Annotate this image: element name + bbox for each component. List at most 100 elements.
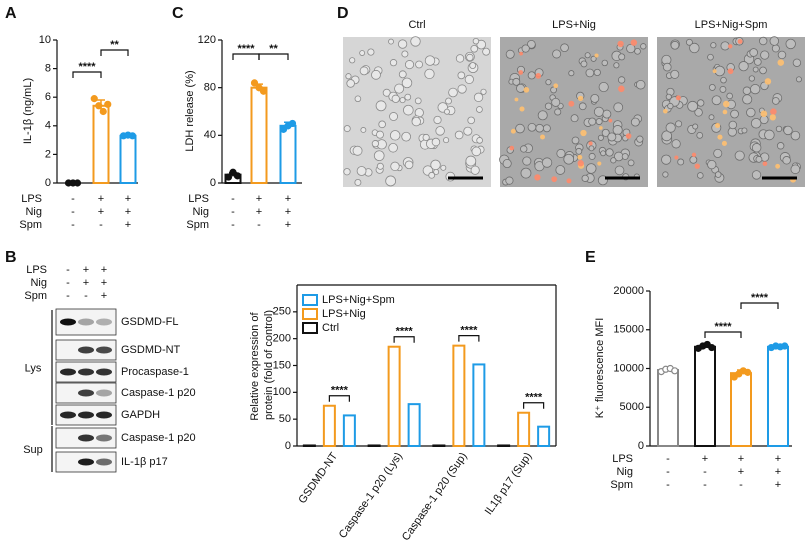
cell xyxy=(554,108,562,116)
cell xyxy=(556,148,566,159)
pi-cell xyxy=(510,128,516,134)
pi-cell xyxy=(597,161,602,166)
cell xyxy=(343,125,351,133)
cell xyxy=(595,118,603,125)
cell xyxy=(627,159,635,167)
cell xyxy=(759,66,767,75)
condition-name: Spm xyxy=(19,219,42,231)
pi-cell xyxy=(727,68,734,75)
condition-name: Spm xyxy=(610,479,633,491)
blot-band xyxy=(78,346,94,354)
cell xyxy=(662,171,669,178)
cell xyxy=(360,127,367,133)
cell xyxy=(588,117,597,126)
blot-band xyxy=(78,389,94,397)
pi-cell xyxy=(723,100,730,108)
y-tick-label: 10 xyxy=(39,34,51,46)
cell xyxy=(742,94,753,105)
cell xyxy=(707,159,717,170)
cell xyxy=(403,104,414,116)
pi-cell xyxy=(509,145,515,151)
bar xyxy=(730,372,752,447)
condition-name: LPS xyxy=(26,264,47,276)
cell xyxy=(775,125,783,133)
cell xyxy=(742,86,752,95)
condition-sign: - xyxy=(71,206,75,218)
cell xyxy=(689,155,698,164)
cell xyxy=(433,115,442,125)
sig-label: **** xyxy=(751,292,769,304)
cell xyxy=(551,97,561,107)
pi-cell xyxy=(588,141,593,146)
sig-label: **** xyxy=(460,325,478,337)
pi-cell xyxy=(566,178,572,184)
cell xyxy=(746,107,756,118)
cell xyxy=(697,99,705,107)
pi-cell xyxy=(728,44,733,49)
blot-band xyxy=(78,368,94,376)
pi-cell xyxy=(674,155,679,160)
cell xyxy=(388,143,398,153)
y-tick-label: 8 xyxy=(45,63,51,75)
bar xyxy=(279,124,297,185)
pi-cell xyxy=(618,85,625,93)
cell xyxy=(373,150,385,162)
cell xyxy=(752,66,759,73)
cell xyxy=(445,97,452,105)
cell xyxy=(411,116,421,127)
cell xyxy=(422,133,430,142)
pi-cell xyxy=(594,53,599,58)
cell xyxy=(769,36,780,46)
cell xyxy=(354,95,362,103)
cell xyxy=(662,62,672,72)
cell xyxy=(584,52,591,59)
y-axis-label: IL-1β (ng/mL) xyxy=(22,78,34,144)
condition-sign: + xyxy=(775,466,781,478)
cell xyxy=(527,39,536,49)
pi-cell xyxy=(577,95,584,102)
cell xyxy=(367,48,375,56)
pi-cell xyxy=(523,86,530,93)
blot-band xyxy=(96,346,112,354)
bar xyxy=(767,345,789,447)
pi-cell xyxy=(625,133,632,139)
y-tick-label: 250 xyxy=(273,306,291,318)
cell xyxy=(580,60,588,68)
cell xyxy=(588,145,595,152)
y-tick-label: 0 xyxy=(210,177,216,189)
cell xyxy=(751,170,762,180)
cell xyxy=(388,38,394,45)
cell xyxy=(720,76,727,84)
data-point xyxy=(781,342,789,350)
sig-bracket xyxy=(258,53,289,60)
cell xyxy=(520,167,532,179)
pi-cell xyxy=(717,134,723,140)
y-tick-label: 2 xyxy=(45,148,51,160)
condition-name: LPS xyxy=(612,453,633,465)
panel-label: B xyxy=(5,249,17,266)
cell xyxy=(389,59,398,67)
condition-sign: - xyxy=(99,219,103,231)
cell xyxy=(349,57,356,64)
cell xyxy=(385,175,397,187)
cell xyxy=(516,83,526,93)
condition-sign: - xyxy=(666,453,670,465)
pi-cell xyxy=(762,161,768,167)
condition-name: LPS xyxy=(188,193,209,205)
cell xyxy=(522,156,532,166)
sig-label: **** xyxy=(396,326,414,338)
blot-band xyxy=(60,368,76,376)
condition-sign: + xyxy=(98,193,104,205)
cell xyxy=(612,125,623,136)
cell xyxy=(570,114,579,123)
cell xyxy=(593,68,601,77)
sig-bracket xyxy=(328,395,350,402)
cell xyxy=(588,152,596,160)
cell xyxy=(404,60,415,70)
cell xyxy=(697,172,704,179)
pi-cell xyxy=(712,69,717,74)
pi-cell xyxy=(760,110,768,118)
cell xyxy=(636,135,644,143)
cell xyxy=(635,79,646,90)
cell xyxy=(359,66,369,76)
